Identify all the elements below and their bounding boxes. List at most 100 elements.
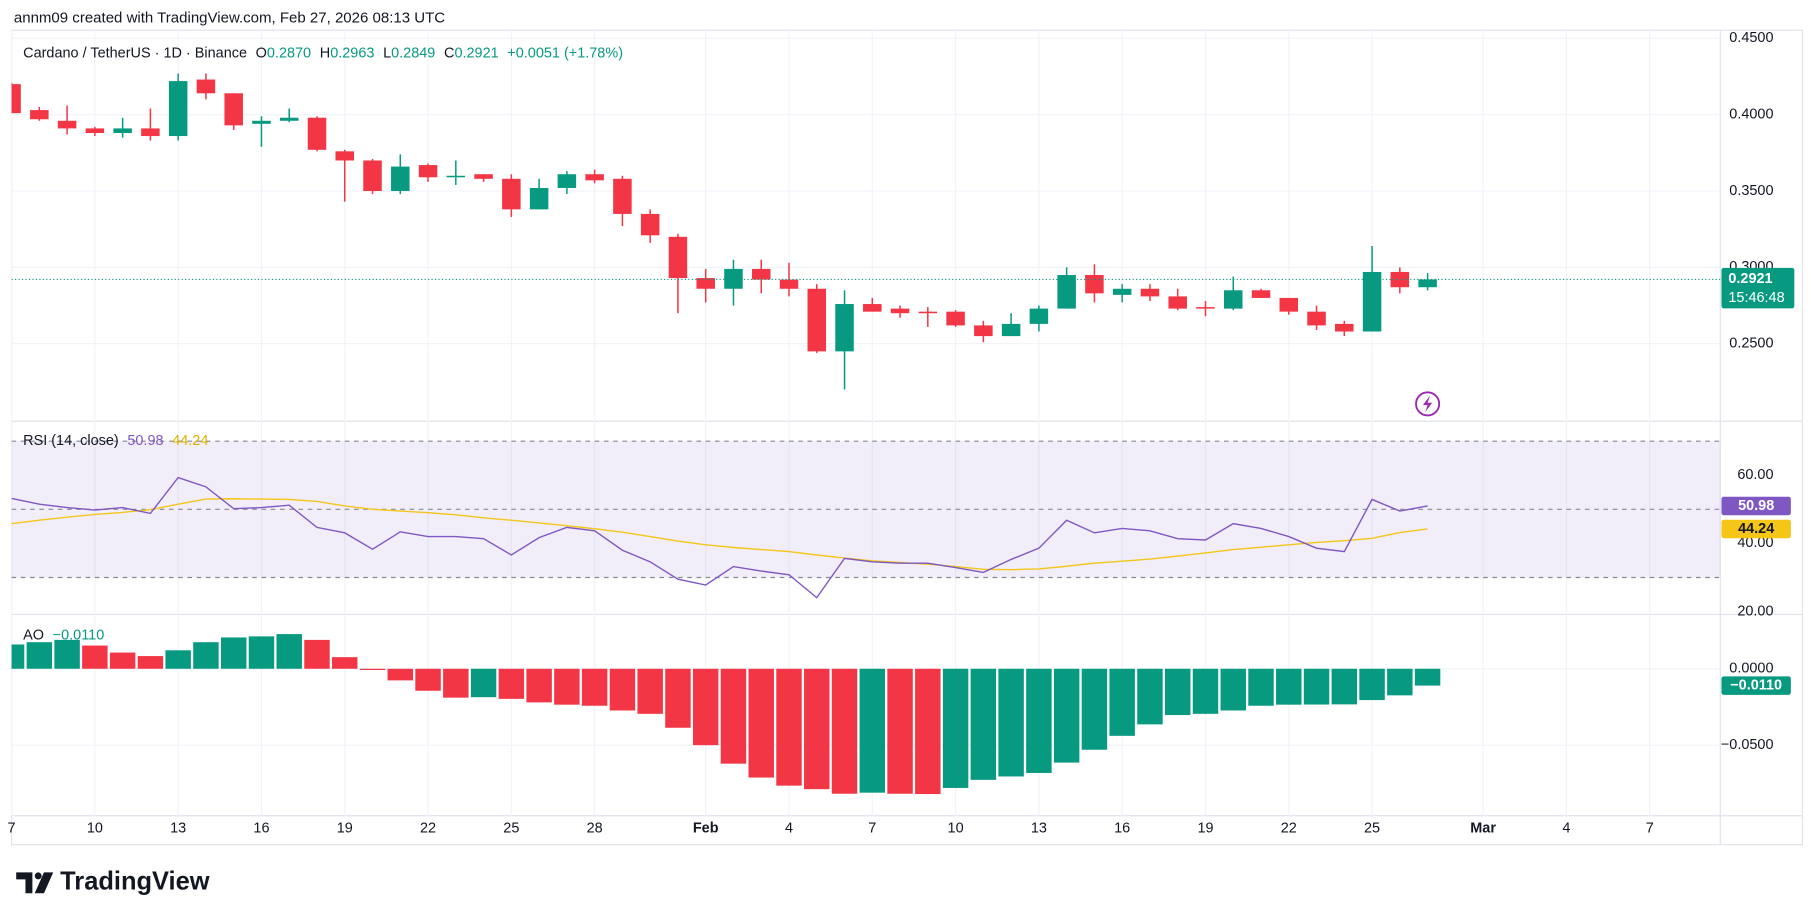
ao-bar: [970, 668, 997, 780]
ao-bar: [1081, 668, 1108, 750]
candle-body: [585, 174, 604, 181]
ao-bar: [1387, 668, 1413, 696]
candle-body: [863, 304, 882, 312]
ao-bar: [831, 668, 858, 794]
candle-body: [141, 128, 160, 137]
price-change: +0.0051 (+1.78%): [507, 45, 623, 61]
candle-body: [1168, 296, 1187, 309]
candle-body: [779, 279, 799, 289]
ao-bar: [82, 645, 108, 669]
ao-bar: [1276, 668, 1302, 705]
ao-bar: [887, 668, 913, 794]
ao-bar: [470, 668, 497, 698]
candle-body: [474, 174, 493, 179]
x-tick-label: 16: [253, 820, 269, 836]
rsi-tag: 44.24: [1738, 521, 1774, 537]
candle-body: [1279, 297, 1299, 312]
x-tick-label: 7: [1646, 820, 1654, 836]
ao-bar: [220, 637, 247, 669]
candle-body: [57, 120, 77, 129]
ao-bar: [581, 668, 608, 706]
x-tick-label: 28: [587, 820, 603, 836]
countdown: 15:46:48: [1728, 290, 1784, 306]
ao-bar: [1331, 668, 1358, 705]
ao-bar: [1220, 668, 1246, 711]
ao-bar: [804, 668, 830, 790]
x-tick-label: 22: [1281, 820, 1297, 836]
ao-bar: [109, 652, 136, 669]
ao-bar: [1053, 668, 1080, 763]
ao-bar: [720, 668, 747, 764]
ao-bar: [1192, 668, 1219, 714]
y-tick-label: −0.0500: [1721, 737, 1774, 753]
candle-body: [335, 151, 355, 161]
y-tick-label: 0.0000: [1729, 661, 1773, 677]
candle-body: [640, 213, 660, 236]
ao-bar: [915, 668, 941, 795]
ao-legend: AO −0.0110: [23, 627, 104, 643]
x-tick-label: 13: [170, 820, 186, 836]
candle-body: [1001, 323, 1021, 337]
ao-bar: [1414, 668, 1441, 686]
ao-bar: [748, 668, 774, 778]
y-tick-label: 0.3500: [1729, 183, 1773, 199]
candle-body: [696, 278, 715, 289]
ao-tag: −0.0110: [1730, 677, 1782, 693]
ao-bar: [443, 668, 469, 698]
candle-body: [1307, 311, 1326, 326]
x-tick-label: 19: [337, 820, 353, 836]
ohlc-value: 0.2849: [391, 45, 435, 61]
candle-body: [1223, 290, 1243, 309]
candle-body: [890, 308, 910, 314]
ohlc-value: 0.2963: [330, 45, 374, 61]
ao-bar: [554, 668, 580, 705]
ao-bar: [665, 668, 691, 728]
ao-value: −0.0110: [53, 627, 105, 643]
x-tick-label: 16: [1114, 820, 1130, 836]
ao-bar: [609, 668, 636, 711]
ao-bar: [26, 642, 53, 669]
ao-bar: [415, 668, 441, 691]
alert-icon[interactable]: [1415, 391, 1441, 417]
candle-body: [1418, 279, 1437, 288]
ao-tag-bg: [1721, 676, 1791, 695]
rsi-line: [11, 476, 1428, 599]
ao-bar: [248, 636, 275, 669]
candle-body: [835, 304, 854, 352]
ao-bar: [859, 668, 886, 793]
candle-body: [1057, 275, 1076, 309]
rsi-tag: 50.98: [1738, 498, 1774, 514]
rsi-legend: RSI (14, close) 50.98 44.24: [23, 433, 208, 449]
ao-bar: [332, 657, 358, 669]
candle-body: [418, 165, 438, 178]
candle-body: [668, 236, 688, 279]
ao-bar: [1026, 668, 1052, 773]
ao-bar: [387, 668, 414, 681]
candle-body: [1251, 290, 1271, 298]
logo[interactable]: TradingView: [16, 868, 210, 896]
candle-body: [446, 175, 466, 178]
y-tick-label: 20.00: [1737, 603, 1773, 619]
candle-body: [807, 288, 827, 352]
ao-bar: [1303, 668, 1330, 705]
symbol-title: Cardano / TetherUS · 1D · Binance: [23, 45, 247, 61]
candle-body: [1335, 323, 1354, 332]
ao-bar: [942, 668, 969, 788]
x-tick-label: 10: [948, 820, 964, 836]
price-legend: Cardano / TetherUS · 1D · Binance O0.287…: [23, 45, 623, 61]
ohlc-value: 0.2921: [454, 45, 498, 61]
x-tick-label: Feb: [693, 820, 719, 836]
candle-body: [307, 117, 327, 150]
rsi-line: [11, 498, 1428, 571]
candle-body: [1112, 288, 1132, 295]
candle-body: [252, 120, 271, 124]
candle-body: [1085, 275, 1104, 294]
ao-bar: [526, 668, 552, 703]
y-tick-label: 40.00: [1737, 535, 1773, 551]
candle-body: [85, 128, 105, 133]
y-tick-label: 0.4000: [1729, 106, 1773, 122]
ao-bar: [998, 668, 1024, 777]
